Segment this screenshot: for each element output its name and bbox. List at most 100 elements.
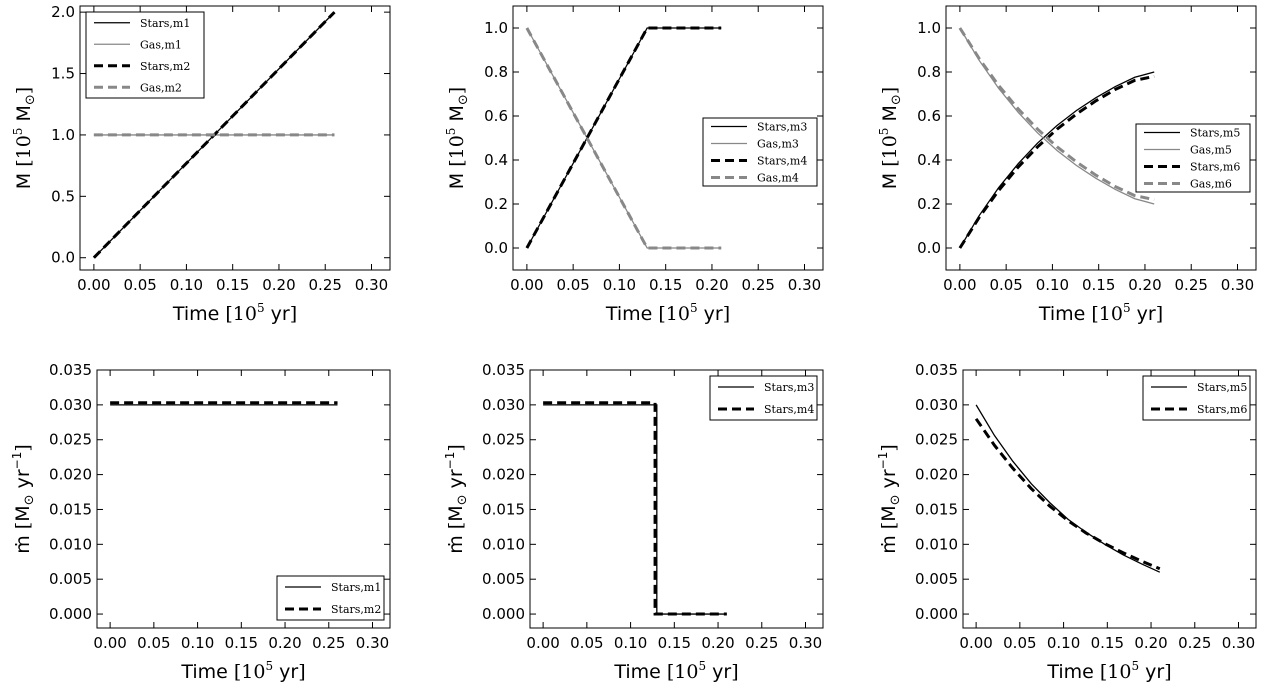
y-tick-label: 0.015 bbox=[49, 500, 92, 518]
y-tick-label: 0.005 bbox=[49, 570, 92, 588]
legend-entry: Stars,m4 bbox=[764, 403, 814, 416]
y-tick-label: 1.0 bbox=[484, 19, 508, 37]
series-line-stars-m6 bbox=[958, 74, 1155, 249]
x-tick-label: 0.00 bbox=[943, 276, 976, 294]
x-tick-label: 0.20 bbox=[262, 276, 295, 294]
series-line-stars-m3 bbox=[526, 27, 722, 249]
x-tick-label: 0.00 bbox=[77, 276, 110, 294]
y-tick-label: 0.015 bbox=[915, 500, 958, 518]
y-tick-label: 0.035 bbox=[915, 361, 958, 379]
y-tick-label: 0.015 bbox=[482, 500, 525, 518]
x-tick-label: 0.10 bbox=[170, 276, 203, 294]
x-tick-label: 0.15 bbox=[1082, 276, 1115, 294]
x-tick-label: 0.30 bbox=[788, 276, 821, 294]
x-tick-label: 0.15 bbox=[1091, 634, 1124, 652]
legend-entry: Gas,m6 bbox=[1190, 178, 1232, 191]
series-line-gas-m5 bbox=[959, 27, 1155, 205]
y-tick-label: 0.0 bbox=[917, 239, 941, 257]
series-line-stars-m4 bbox=[543, 401, 727, 616]
legend-box bbox=[1142, 375, 1251, 421]
y-axis-label: M [105 M⊙] bbox=[877, 87, 904, 189]
x-tick-label: 0.20 bbox=[268, 634, 301, 652]
legend-entry: Stars,m2 bbox=[331, 603, 381, 616]
legend-entry: Gas,m2 bbox=[140, 81, 182, 94]
x-tick-label: 0.30 bbox=[789, 634, 822, 652]
legend-entry: Gas,m3 bbox=[757, 138, 799, 151]
series-group bbox=[525, 26, 722, 250]
x-tick-label: 0.10 bbox=[1036, 276, 1069, 294]
y-tick-label: 0.020 bbox=[49, 466, 92, 484]
y-axis-label: ṁ [M⊙ yr−1] bbox=[443, 444, 470, 554]
y-axis-label: M [105 M⊙] bbox=[444, 87, 471, 189]
y-tick-label: 1.5 bbox=[51, 65, 75, 83]
x-tick-label: 0.00 bbox=[959, 634, 992, 652]
x-tick-label: 0.05 bbox=[123, 276, 156, 294]
y-tick-label: 0.000 bbox=[482, 605, 525, 623]
legend-entry: Gas,m4 bbox=[757, 172, 799, 185]
x-tick-label: 0.30 bbox=[1221, 276, 1254, 294]
y-tick-label: 0.0 bbox=[51, 249, 75, 267]
series-line-gas-m4 bbox=[525, 27, 722, 250]
legend-entry: Stars,m5 bbox=[1190, 127, 1240, 140]
legend: Stars,m5 Stars,m6 bbox=[1142, 375, 1251, 421]
series-group bbox=[543, 401, 727, 616]
y-tick-label: 0.020 bbox=[915, 466, 958, 484]
legend: Stars,m5 Gas,m5 Stars,m6 Gas,m6 bbox=[1135, 123, 1251, 193]
legend-box bbox=[1135, 123, 1251, 193]
panel-3: 0.00 0.05 0.10 0.15 0.20 0.25 0.30 0.0 0.2 0.4 0.6… bbox=[877, 5, 1257, 325]
series-line-gas-m6 bbox=[958, 27, 1155, 202]
legend: Stars,m1 Gas,m1 Stars,m2 Gas,m2 bbox=[85, 11, 205, 99]
y-tick-label: 0.005 bbox=[915, 570, 958, 588]
y-tick-label: 0.010 bbox=[915, 535, 958, 553]
y-axis-label: M [105 M⊙] bbox=[11, 87, 38, 189]
legend-entry: Stars,m3 bbox=[764, 381, 814, 394]
y-tick-label: 0.005 bbox=[482, 570, 525, 588]
legend-entry: Stars,m3 bbox=[757, 121, 807, 134]
legend-entry: Stars,m1 bbox=[140, 17, 190, 30]
x-tick-label: 0.30 bbox=[355, 276, 388, 294]
y-tick-label: 0.4 bbox=[917, 151, 941, 169]
series-line-gas-m3 bbox=[526, 27, 722, 249]
x-tick-label: 0.25 bbox=[309, 276, 342, 294]
panel-4: 0.00 0.05 0.10 0.15 0.20 0.25 0.30 0.000 0.005 0.… bbox=[10, 361, 391, 683]
y-tick-label: 0.000 bbox=[49, 605, 92, 623]
y-tick-label: 0.5 bbox=[51, 187, 75, 205]
legend-box bbox=[85, 11, 205, 99]
x-tick-label: 0.10 bbox=[1047, 634, 1080, 652]
y-tick-label: 0.025 bbox=[915, 431, 958, 449]
x-tick-label: 0.25 bbox=[1175, 276, 1208, 294]
y-tick-label: 0.4 bbox=[484, 151, 508, 169]
legend-entry: Gas,m5 bbox=[1190, 144, 1232, 157]
axes-frame bbox=[96, 369, 391, 629]
y-tick-label: 0.025 bbox=[49, 431, 92, 449]
y-tick-label: 0.2 bbox=[484, 195, 508, 213]
y-tick-label: 1.0 bbox=[917, 19, 941, 37]
x-axis-label: Time [105 yr] bbox=[1038, 301, 1163, 325]
y-tick-label: 0.6 bbox=[484, 107, 508, 125]
axes-frame bbox=[512, 5, 824, 271]
x-tick-label: 0.00 bbox=[93, 634, 126, 652]
x-tick-label: 0.15 bbox=[216, 276, 249, 294]
x-tick-label: 0.25 bbox=[745, 634, 778, 652]
x-axis-label: Time [105 yr] bbox=[605, 301, 730, 325]
x-tick-label: 0.15 bbox=[225, 634, 258, 652]
x-tick-label: 0.30 bbox=[356, 634, 389, 652]
y-tick-label: 1.0 bbox=[51, 126, 75, 144]
y-tick-label: 0.030 bbox=[49, 396, 92, 414]
axes-frame bbox=[945, 5, 1257, 271]
legend-box bbox=[702, 117, 818, 187]
series-line-stars-m5 bbox=[959, 71, 1155, 249]
axes-frame bbox=[529, 369, 824, 629]
x-tick-label: 0.05 bbox=[570, 634, 603, 652]
x-tick-label: 0.00 bbox=[510, 276, 543, 294]
x-tick-label: 0.00 bbox=[526, 634, 559, 652]
legend-entry: Stars,m1 bbox=[331, 581, 381, 594]
legend-entry: Gas,m1 bbox=[140, 38, 182, 51]
x-tick-label: 0.10 bbox=[181, 634, 214, 652]
y-tick-label: 0.025 bbox=[482, 431, 525, 449]
y-axis-label: ṁ [M⊙ yr−1] bbox=[876, 444, 903, 554]
legend: Stars,m1 Stars,m2 bbox=[276, 575, 385, 621]
panel-5: 0.00 0.05 0.10 0.15 0.20 0.25 0.30 0.000 0.005 0.… bbox=[443, 361, 824, 683]
x-tick-label: 0.10 bbox=[603, 276, 636, 294]
